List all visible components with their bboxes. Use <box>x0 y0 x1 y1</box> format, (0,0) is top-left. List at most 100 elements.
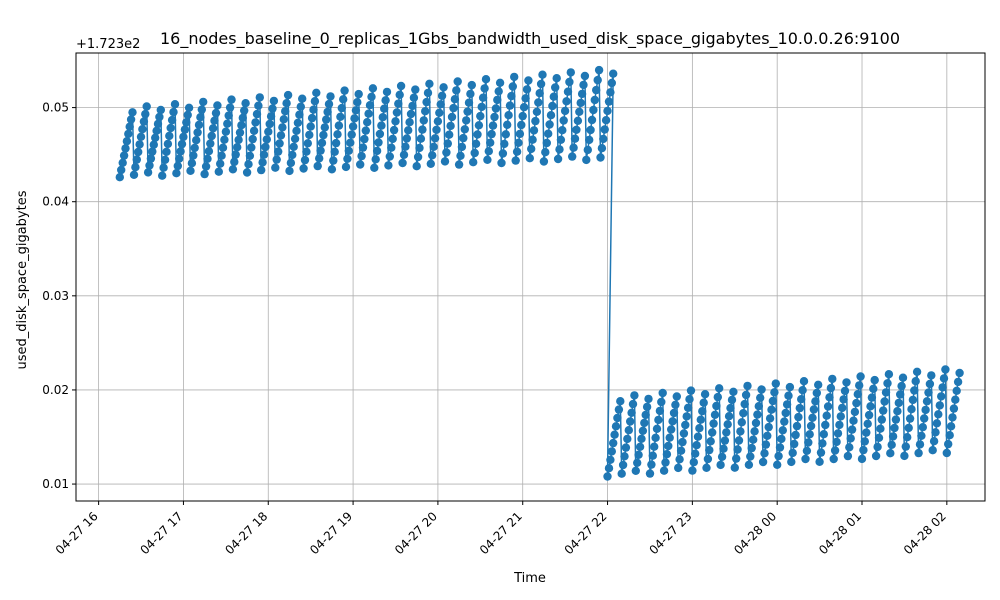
data-point <box>125 122 134 131</box>
data-point <box>327 165 337 174</box>
y-tick-label: 0.01 <box>42 477 69 491</box>
data-point <box>309 105 318 114</box>
data-point <box>662 450 672 459</box>
data-point <box>843 451 853 461</box>
data-point <box>555 145 564 154</box>
data-point <box>500 139 509 149</box>
data-point <box>230 157 239 167</box>
data-point <box>648 451 657 460</box>
data-point <box>408 101 417 111</box>
data-point <box>628 399 638 409</box>
x-axis: 04-27 16 04-27 17 04-27 18 04-27 19 04-27 20… <box>53 501 949 557</box>
data-point <box>180 125 190 134</box>
data-point <box>336 112 345 122</box>
data-point <box>306 122 315 131</box>
data-point <box>616 397 625 406</box>
data-point <box>853 390 862 399</box>
data-point <box>216 159 225 168</box>
x-tick-label: 04-27 23 <box>646 509 694 557</box>
data-point <box>152 126 161 135</box>
data-point <box>562 97 571 106</box>
data-point <box>456 151 465 160</box>
data-point <box>614 405 624 414</box>
data-point <box>331 138 341 148</box>
data-point <box>840 386 850 396</box>
data-point <box>411 85 420 94</box>
data-point <box>169 107 178 117</box>
data-point <box>378 113 387 122</box>
data-point <box>135 140 144 149</box>
data-point <box>925 379 935 389</box>
data-point <box>946 422 956 431</box>
data-point <box>237 121 246 130</box>
plot-area <box>115 65 964 481</box>
data-point <box>149 140 158 149</box>
data-point <box>474 121 484 130</box>
data-point <box>279 115 288 124</box>
data-point <box>531 116 540 126</box>
data-point <box>757 385 766 394</box>
data-point <box>609 69 618 78</box>
data-point <box>234 135 243 145</box>
data-point <box>305 130 314 140</box>
data-point <box>907 405 916 414</box>
data-point <box>173 161 182 171</box>
data-point <box>778 426 787 435</box>
data-point <box>413 152 423 162</box>
data-point <box>845 443 854 452</box>
data-point <box>587 115 597 125</box>
y-tick-label: 0.02 <box>42 383 69 397</box>
data-point <box>890 423 899 433</box>
data-point <box>811 397 820 406</box>
data-point <box>741 390 751 400</box>
data-point <box>283 90 293 100</box>
data-point <box>732 454 741 463</box>
data-point <box>650 442 659 451</box>
data-point <box>630 391 639 400</box>
data-point <box>905 414 915 423</box>
data-point <box>805 430 814 439</box>
data-point <box>678 437 687 447</box>
data-point <box>669 408 679 418</box>
data-point <box>367 92 376 102</box>
data-point <box>312 88 321 98</box>
data-point <box>139 117 149 126</box>
data-point <box>688 466 697 475</box>
data-point <box>551 83 560 92</box>
data-point <box>443 139 452 148</box>
data-point <box>934 410 943 419</box>
data-point <box>659 466 669 475</box>
data-point <box>682 412 691 421</box>
data-point <box>391 117 400 126</box>
data-point <box>302 147 311 156</box>
data-point <box>637 434 646 443</box>
data-point <box>647 460 656 469</box>
data-point <box>553 154 563 164</box>
data-point <box>406 109 416 119</box>
data-point <box>695 424 704 433</box>
data-point <box>893 407 902 416</box>
data-point <box>483 155 492 164</box>
data-point <box>265 119 274 129</box>
data-point <box>941 365 950 374</box>
data-point <box>651 433 660 442</box>
data-point <box>343 154 352 163</box>
data-point <box>221 127 231 136</box>
data-point <box>497 158 506 168</box>
data-point <box>459 133 468 143</box>
data-point <box>307 113 317 123</box>
data-point <box>254 101 263 110</box>
data-point <box>920 414 929 423</box>
data-point <box>911 377 920 386</box>
data-point <box>901 442 910 451</box>
data-point <box>606 455 615 464</box>
data-point <box>442 148 451 157</box>
data-point <box>580 71 590 81</box>
data-point <box>739 409 748 418</box>
data-point <box>372 146 382 156</box>
data-point <box>633 458 642 467</box>
data-point <box>915 440 925 449</box>
y-tick-label: 0.04 <box>42 195 69 209</box>
data-point <box>801 454 810 464</box>
data-point <box>894 398 903 408</box>
